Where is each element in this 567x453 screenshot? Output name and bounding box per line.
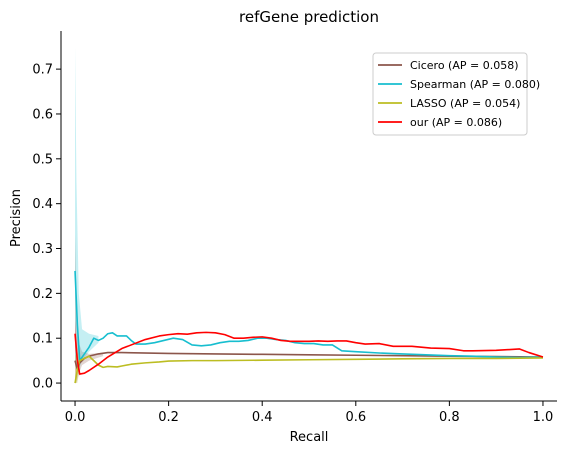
legend-label: our (AP = 0.086) [410, 116, 502, 129]
series-line-0 [75, 353, 543, 370]
legend: Cicero (AP = 0.058) Spearman (AP = 0.080)… [373, 53, 540, 135]
y-tick-label: 0.1 [32, 332, 53, 347]
y-ticks: 0.0 0.1 0.2 0.3 0.4 0.5 0.6 0.7 [32, 63, 61, 392]
chart-title: refGene prediction [239, 8, 379, 26]
x-tick-label: 0.6 [345, 410, 366, 425]
series-line-1 [75, 271, 543, 361]
y-tick-label: 0.7 [32, 63, 53, 78]
y-tick-label: 0.0 [32, 377, 53, 392]
y-tick-label: 0.2 [32, 287, 53, 302]
legend-label: Cicero (AP = 0.058) [410, 59, 519, 72]
y-tick-label: 0.5 [32, 152, 53, 167]
y-tick-label: 0.4 [32, 197, 53, 212]
series-line-2 [75, 356, 543, 383]
x-axis-title: Recall [290, 430, 329, 445]
confidence-bands [75, 47, 103, 383]
x-tick-label: 0.8 [439, 410, 460, 425]
x-tick-label: 0.0 [65, 410, 86, 425]
x-tick-label: 0.2 [158, 410, 179, 425]
y-tick-label: 0.3 [32, 242, 53, 257]
y-axis-title: Precision [9, 189, 24, 247]
series-band-1 [75, 47, 98, 370]
y-tick-label: 0.6 [32, 107, 53, 122]
legend-label: LASSO (AP = 0.054) [410, 97, 520, 110]
legend-label: Spearman (AP = 0.080) [410, 78, 540, 91]
x-ticks: 0.0 0.2 0.4 0.6 0.8 1.0 [65, 401, 554, 425]
series-lines [75, 271, 543, 383]
x-tick-label: 0.4 [252, 410, 273, 425]
x-tick-label: 1.0 [533, 410, 554, 425]
